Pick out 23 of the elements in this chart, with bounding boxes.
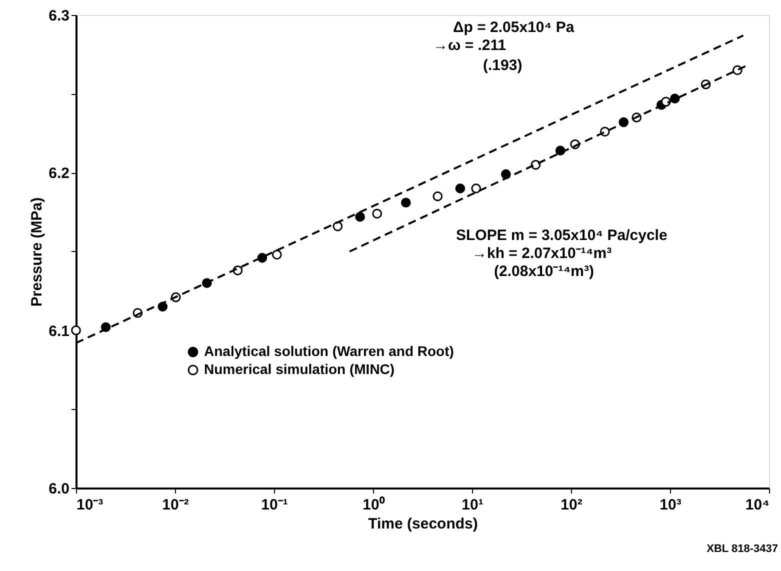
x-tick-label: 10³ <box>660 496 682 514</box>
y-tick-label: 6.1 <box>48 322 70 340</box>
y-tick-label: 6.0 <box>48 480 70 498</box>
y-axis-title: Pressure (MPa) <box>28 197 46 307</box>
x-tick-label: 10⁰ <box>362 496 386 514</box>
annotation: →kh = 2.07x10⁻¹⁴m³ <box>472 245 612 262</box>
annotation: →ω = .211 <box>433 37 506 54</box>
y-tick-label: 6.2 <box>48 165 70 182</box>
x-tick-label: 10² <box>560 496 582 514</box>
annotation: (.193) <box>483 57 522 74</box>
x-tick-label: 10⁻³ <box>76 496 104 514</box>
x-axis-title: Time (seconds) <box>368 516 478 532</box>
legend-label: Numerical simulation (MINC) <box>204 361 395 377</box>
x-tick-label: 10⁻¹ <box>261 496 288 514</box>
x-tick-label: 10⁴ <box>745 496 770 514</box>
annotation: SLOPE m = 3.05x10⁴ Pa/cycle <box>456 227 668 244</box>
annotation: (2.08x10⁻¹⁴m³) <box>494 263 594 280</box>
legend-label: Analytical solution (Warren and Root) <box>204 343 454 359</box>
text: XBL 818-3437 <box>706 543 778 555</box>
annotation: Δp = 2.05x10⁴ Pa <box>453 19 575 36</box>
x-tick-label: 10¹ <box>462 496 484 514</box>
y-tick-label: 6.3 <box>48 8 70 24</box>
x-tick-label: 10⁻² <box>162 496 189 514</box>
